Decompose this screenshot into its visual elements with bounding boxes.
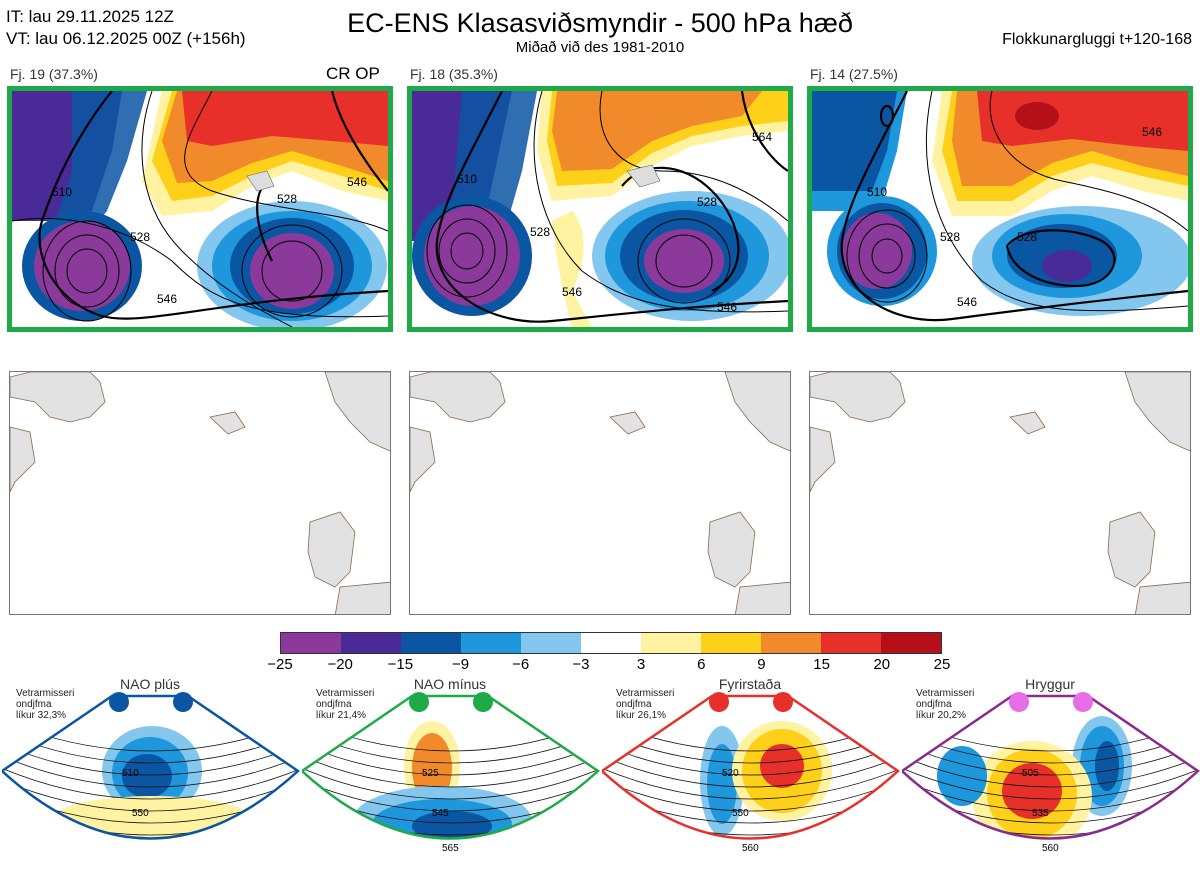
- regime-panel: 510 550 NAO plús Vetrarmisseri ondjfma líkur …: [2, 676, 300, 871]
- colorbar-tick-label: −6: [512, 656, 530, 673]
- regime-panel: 505 535 560 Hryggur Vetrarmisseri ondjfma líku…: [902, 676, 1200, 871]
- contour-label: 546: [717, 300, 737, 314]
- basemap-1: [9, 371, 391, 615]
- colorbar-tick-label: 20: [873, 656, 891, 673]
- contour-label: 528: [940, 230, 960, 244]
- regime-map: 525 545 565: [302, 694, 600, 854]
- regime-info: Vetrarmisseri ondjfma líkur 26,1%: [616, 688, 675, 721]
- panel-1-label: Fj. 19 (37.3%): [10, 66, 98, 82]
- basemap-3: [809, 371, 1191, 615]
- regime-marker-dot: [173, 692, 193, 712]
- regime-map: 520 550 560: [602, 694, 900, 854]
- colorbar-swatch: [761, 633, 821, 653]
- regime-contour-label: 560: [742, 843, 759, 854]
- regime-name: NAO plús: [120, 676, 180, 692]
- regime-panel: 525 545 565 NAO mínus Vetrarmisseri ondjfma lí…: [302, 676, 600, 871]
- contour-label: 546: [157, 292, 177, 306]
- contour-label: 546: [562, 285, 582, 299]
- colorbar-tick-label: −15: [387, 656, 414, 673]
- regime-marker-dot: [1009, 692, 1029, 712]
- contour-label: 510: [867, 185, 887, 199]
- page-title: EC-ENS Klasasviðsmyndir - 500 hPa hæð: [347, 8, 853, 38]
- regime-panel: 520 550 560 Fyrirstaða Vetrarmisseri ondjfma l…: [602, 676, 900, 871]
- contour-label: 528: [530, 225, 550, 239]
- cluster-map-1: 528 546 510 546 528: [7, 86, 393, 332]
- colorbar-tick-label: 25: [933, 656, 951, 673]
- colorbar-tick-label: −25: [267, 656, 293, 673]
- colorbar-tick-label: 15: [813, 656, 830, 673]
- regime-contour-label: 545: [432, 808, 449, 819]
- contour-label: 546: [347, 175, 367, 189]
- regime-contour-label: 560: [1042, 843, 1059, 854]
- regime-name: Hryggur: [1025, 676, 1075, 692]
- colorbar-swatch: [581, 633, 641, 653]
- init-time: IT: lau 29.11.2025 12Z: [6, 7, 174, 26]
- contour-label: 528: [277, 192, 297, 206]
- panel-1-marker: CR OP: [326, 64, 380, 83]
- contour-label: 528: [130, 230, 150, 244]
- colorbar-swatch: [821, 633, 881, 653]
- colorbar-swatch: [641, 633, 701, 653]
- colorbar-swatch: [701, 633, 761, 653]
- regime-marker-dot: [709, 692, 729, 712]
- regime-contour-label: 565: [442, 843, 459, 854]
- regime-contour-label: 520: [722, 768, 739, 779]
- regime-contour-label: 525: [422, 768, 439, 779]
- colorbar-tick-label: 9: [757, 656, 766, 673]
- colorbar-swatch: [461, 633, 521, 653]
- regime-marker-dot: [473, 692, 493, 712]
- contour-label: 546: [1142, 125, 1162, 139]
- regime-contour-label: 550: [732, 808, 749, 819]
- colorbar-tick-label: 6: [697, 656, 706, 673]
- colorbar-swatch: [521, 633, 581, 653]
- colorbar-swatch: [341, 633, 401, 653]
- page-subtitle: Miðað við des 1981-2010: [515, 39, 685, 56]
- cluster-map-2: 528 510 546 528 546 564: [407, 86, 793, 332]
- contour-label: 510: [457, 172, 477, 186]
- contour-label: 546: [957, 295, 977, 309]
- colorbar-tick-label: −3: [572, 656, 590, 673]
- colorbar-tick-label: −20: [327, 656, 353, 673]
- regime-marker-dot: [773, 692, 793, 712]
- regime-map: 510 550: [2, 694, 300, 840]
- colorbar-swatch: [881, 633, 941, 653]
- colorbar-swatch: [401, 633, 461, 653]
- valid-time: VT: lau 06.12.2025 00Z (+156h): [6, 29, 246, 48]
- colorbar-tick-label: −9: [451, 656, 470, 673]
- classification-window: Flokkunargluggi t+120-168: [1002, 31, 1192, 48]
- regime-contour-label: 505: [1022, 768, 1039, 779]
- panel-3-label: Fj. 14 (27.5%): [810, 66, 898, 82]
- panel-2-label: Fj. 18 (35.3%): [410, 66, 498, 82]
- contour-label: 510: [52, 185, 72, 199]
- regime-info: Vetrarmisseri ondjfma líkur 32,3%: [16, 688, 75, 721]
- regime-contour-label: 535: [1032, 808, 1049, 819]
- regime-marker-dot: [409, 692, 429, 712]
- regime-name: NAO mínus: [413, 676, 487, 692]
- contour-label: 528: [697, 195, 717, 209]
- contour-label: 528: [1017, 230, 1037, 244]
- colorbar: [280, 632, 942, 654]
- regime-contour-label: 550: [132, 808, 149, 819]
- colorbar-swatch: [281, 633, 341, 653]
- cluster-map-3: 510 528 546 528 546: [807, 86, 1193, 332]
- header-times: IT: lau 29.11.2025 12Z VT: lau 06.12.202…: [6, 6, 246, 50]
- regime-info: Vetrarmisseri ondjfma líkur 20,2%: [916, 688, 975, 721]
- basemap-2: [409, 371, 791, 615]
- regime-contour-label: 510: [122, 768, 139, 779]
- regime-marker-dot: [109, 692, 129, 712]
- regime-info: Vetrarmisseri ondjfma líkur 21,4%: [316, 688, 375, 721]
- colorbar-tick-label: 3: [636, 656, 646, 673]
- regime-map: 505 535 560: [902, 694, 1200, 854]
- contour-label: 564: [752, 130, 772, 144]
- regime-marker-dot: [1073, 692, 1093, 712]
- regime-name: Fyrirstaða: [718, 676, 782, 692]
